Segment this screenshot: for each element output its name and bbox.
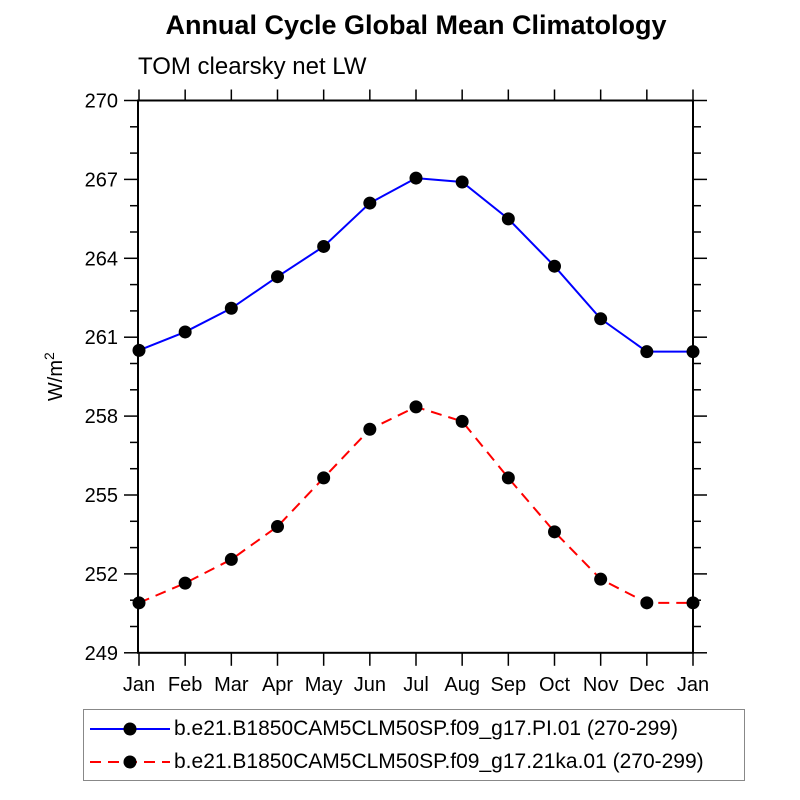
legend-line-sample-solid-icon <box>90 722 170 735</box>
legend-line-sample-dashed-icon <box>90 755 170 768</box>
chart-subtitle: TOM clearsky net LW <box>138 53 367 80</box>
legend-label-21ka: b.e21.B1850CAM5CLM50SP.f09_g17.21ka.01 (… <box>174 750 704 773</box>
y-axis-tick-labels: 249 252 255 258 261 264 267 270 <box>85 91 118 665</box>
data-point-marker <box>455 175 469 189</box>
data-point-marker <box>548 259 561 273</box>
data-point-marker <box>686 345 700 359</box>
data-point-marker <box>317 239 331 253</box>
data-point-marker <box>363 196 377 210</box>
data-point-marker <box>640 345 654 359</box>
data-point-marker <box>224 552 238 566</box>
data-point-marker <box>178 576 192 590</box>
legend-box: b.e21.B1850CAM5CLM50SP.f09_g17.PI.01 (27… <box>83 709 745 781</box>
x-tick-label: May <box>305 674 343 696</box>
x-tick-label: Mar <box>214 674 249 696</box>
data-point-marker <box>686 596 700 610</box>
legend-item-pi: b.e21.B1850CAM5CLM50SP.f09_g17.PI.01 (27… <box>84 712 744 745</box>
legend-marker-dot-icon <box>123 722 137 735</box>
x-tick-label: Dec <box>629 674 665 696</box>
data-point-marker <box>501 471 515 485</box>
data-point-marker <box>363 422 377 436</box>
data-point-marker <box>594 572 608 586</box>
y-tick-label: 264 <box>85 248 118 270</box>
series-line-1 <box>138 405 693 604</box>
data-point-marker <box>317 471 331 485</box>
y-tick-label: 258 <box>85 406 118 428</box>
data-point-marker <box>224 301 238 315</box>
y-tick-label: 261 <box>85 327 118 349</box>
data-point-marker <box>548 525 561 539</box>
series-markers-0 <box>132 171 700 359</box>
data-point-marker <box>455 414 469 428</box>
x-tick-label: Nov <box>583 674 619 696</box>
data-point-marker <box>409 171 423 185</box>
y-tick-label: 249 <box>85 643 118 665</box>
x-tick-label: Sep <box>491 674 527 696</box>
data-point-marker <box>132 343 146 357</box>
data-point-marker <box>501 212 515 226</box>
x-tick-label: Jan <box>123 674 155 696</box>
y-tick-label: 267 <box>85 169 118 191</box>
x-tick-label: Aug <box>444 674 480 696</box>
legend-item-21ka: b.e21.B1850CAM5CLM50SP.f09_g17.21ka.01 (… <box>84 745 744 778</box>
data-point-marker <box>178 325 192 339</box>
x-tick-label: Jul <box>403 674 429 696</box>
x-tick-label: Oct <box>539 674 571 696</box>
data-point-marker <box>409 400 423 414</box>
data-point-marker <box>132 596 146 610</box>
y-tick-label: 252 <box>85 564 118 586</box>
data-point-marker <box>640 596 654 610</box>
x-axis-ticks <box>138 89 694 666</box>
series-line-0 <box>138 177 693 353</box>
legend-marker-dot-icon <box>123 755 137 768</box>
x-tick-label: Feb <box>168 674 202 696</box>
legend-label-pi: b.e21.B1850CAM5CLM50SP.f09_g17.PI.01 (27… <box>174 717 678 740</box>
y-axis-title: W/m2 <box>41 352 67 401</box>
x-axis-tick-labels: Jan Feb Mar Apr May Jun Jul Aug Sep Oct Nov Dec Jan <box>123 674 709 696</box>
x-tick-label: Jun <box>354 674 386 696</box>
data-point-marker <box>271 520 284 534</box>
x-tick-label: Apr <box>262 674 293 696</box>
series-markers-1 <box>132 400 700 610</box>
y-tick-label: 255 <box>85 485 118 507</box>
y-tick-label: 270 <box>85 91 118 113</box>
chart-title: Annual Cycle Global Mean Climatology <box>165 10 667 40</box>
data-point-marker <box>271 270 284 284</box>
x-tick-label: Jan <box>677 674 709 696</box>
data-point-marker <box>594 312 608 326</box>
